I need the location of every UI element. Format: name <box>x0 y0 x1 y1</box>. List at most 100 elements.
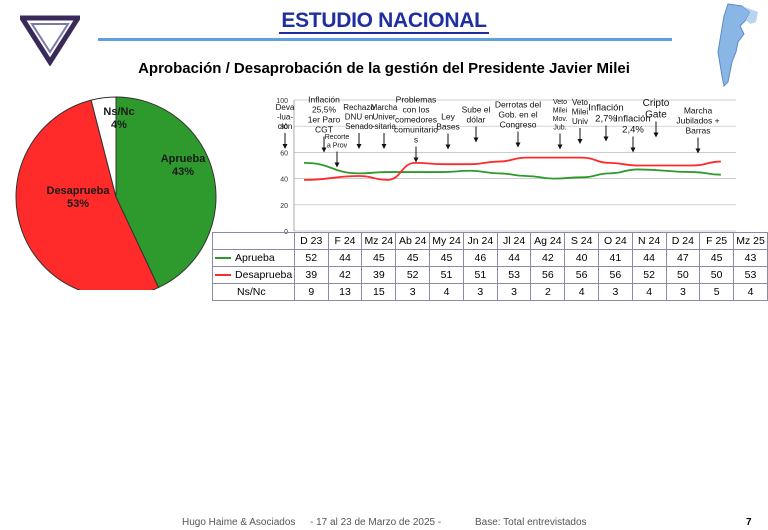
table-cell: 42 <box>530 249 566 267</box>
row-label <box>212 232 295 250</box>
event-annotation-text: Derrotas del <box>495 100 541 110</box>
event-annotation-text: comunitario <box>394 125 438 135</box>
event-annotation-text: -lua- <box>277 113 293 122</box>
pie-label: Ns/Nc <box>103 106 134 118</box>
table-cell: 39 <box>293 266 329 284</box>
legend-label: Aprueba <box>235 252 275 264</box>
event-annotation-text: Inflación <box>615 114 650 125</box>
event-annotation-text: Sube el <box>462 105 491 115</box>
table-cell: Mz 24 <box>361 232 397 250</box>
event-annotation-text: Univ <box>572 117 588 126</box>
chart-subtitle: Aprobación / Desaprobación de la gestión… <box>138 60 630 77</box>
event-annotation: Deva-lua-ción <box>276 103 295 149</box>
event-annotation-text: Marcha <box>684 106 713 116</box>
table-cell: 45 <box>699 249 735 267</box>
table-cell: Ag 24 <box>530 232 566 250</box>
table-cell: 45 <box>361 249 397 267</box>
table-cell: 50 <box>665 266 701 284</box>
footer-company: Hugo Haime & Asociados <box>182 517 296 528</box>
event-arrowhead <box>321 147 327 153</box>
legend-label: Ns/Nc <box>237 286 266 298</box>
pie-slice-desaprueba <box>15 99 160 290</box>
event-annotation-text: 1er Paro <box>308 115 341 125</box>
table-cell: 3 <box>395 283 431 301</box>
event-annotation-text: Bases <box>436 122 460 132</box>
data-table: D 23 F 24 Mz 24 Ab 24 My 24 Jn 24 Jl 24 Ag 24 S … <box>212 232 768 301</box>
event-annotation-text: con los <box>403 105 430 115</box>
table-cell: Jn 24 <box>462 232 498 250</box>
event-annotation-text: Mov. <box>553 116 568 123</box>
event-annotation-text: Marcha <box>371 103 398 112</box>
table-cell: 40 <box>564 249 600 267</box>
event-arrowhead <box>557 144 563 150</box>
table-cell: 51 <box>462 266 498 284</box>
pie-label: Aprueba <box>161 153 207 165</box>
table-cell: N 24 <box>631 232 667 250</box>
event-annotation-text: 25,5% <box>312 105 337 115</box>
event-annotation-text: Senado <box>345 122 373 131</box>
table-cell: 42 <box>327 266 363 284</box>
table-cell: 4 <box>733 283 768 301</box>
event-annotation-text: Inflación <box>308 95 340 105</box>
event-arrowhead <box>413 157 419 163</box>
table-cell: 43 <box>733 249 768 267</box>
event-annotation-text: 2,7% <box>595 114 617 125</box>
table-cell: 45 <box>429 249 464 267</box>
event-annotation-text: Veto <box>553 99 567 106</box>
event-annotation-text: Gob. en el <box>498 110 537 120</box>
table-header-row: D 23 F 24 Mz 24 Ab 24 My 24 Jn 24 Jl 24 Ag 24 S … <box>212 232 768 250</box>
event-arrowhead <box>473 137 479 143</box>
page-number: 7 <box>746 517 752 528</box>
table-cell: 13 <box>327 283 363 301</box>
table-row-aprueba: Aprueba 52 44 45 45 45 46 44 42 40 41 44 47 45 43 <box>212 249 768 267</box>
table-cell: 2 <box>530 283 566 301</box>
table-cell: 3 <box>665 283 701 301</box>
y-tick-label: 60 <box>280 150 288 157</box>
company-logo-icon <box>20 15 80 66</box>
table-cell: S 24 <box>564 232 600 250</box>
table-cell: 56 <box>598 266 633 284</box>
event-annotation-text: 2,4% <box>622 125 644 136</box>
table-cell: 39 <box>361 266 397 284</box>
table-cell: My 24 <box>429 232 464 250</box>
pie-slice-nsnc <box>90 96 117 198</box>
event-annotation-text: comedores <box>395 115 437 125</box>
event-annotation-text: Rechazo <box>343 103 375 112</box>
table-cell: 50 <box>699 266 735 284</box>
line-chart: 020406080100Deva-lua-ciónInflación25,5%1… <box>276 95 736 236</box>
page-title: ESTUDIO NACIONAL <box>279 9 489 34</box>
event-arrowhead <box>603 136 609 142</box>
event-arrowhead <box>653 132 659 138</box>
table-cell: 4 <box>631 283 667 301</box>
event-arrowhead <box>381 144 387 149</box>
event-arrowhead <box>445 144 451 150</box>
event-arrowhead <box>356 144 362 149</box>
table-cell: 56 <box>530 266 566 284</box>
table-cell: 46 <box>462 249 498 267</box>
event-annotation-text: Inflación <box>588 103 623 114</box>
table-cell: Jl 24 <box>496 232 532 250</box>
y-tick-label: 100 <box>276 98 288 105</box>
pie-pct-label: 4% <box>111 119 127 131</box>
event-arrowhead <box>630 147 636 153</box>
y-tick-label: 40 <box>280 177 288 184</box>
event-annotation-text: Cripto <box>643 98 670 109</box>
y-tick-label: 20 <box>280 203 288 210</box>
event-annotation-text: -sitaria <box>372 122 397 131</box>
table-cell: F 25 <box>699 232 735 250</box>
event-annotation-text: Congreso <box>500 120 537 130</box>
table-cell: 15 <box>361 283 397 301</box>
event-annotation-text: dólar <box>467 115 486 125</box>
table-cell: 47 <box>665 249 701 267</box>
event-arrowhead <box>577 139 583 144</box>
footer-dates: - 17 al 23 de Marzo de 2025 - <box>310 517 442 528</box>
table-cell: 53 <box>733 266 768 284</box>
event-annotation-text: a Prov <box>327 143 348 150</box>
y-tick-label: 80 <box>280 124 288 131</box>
